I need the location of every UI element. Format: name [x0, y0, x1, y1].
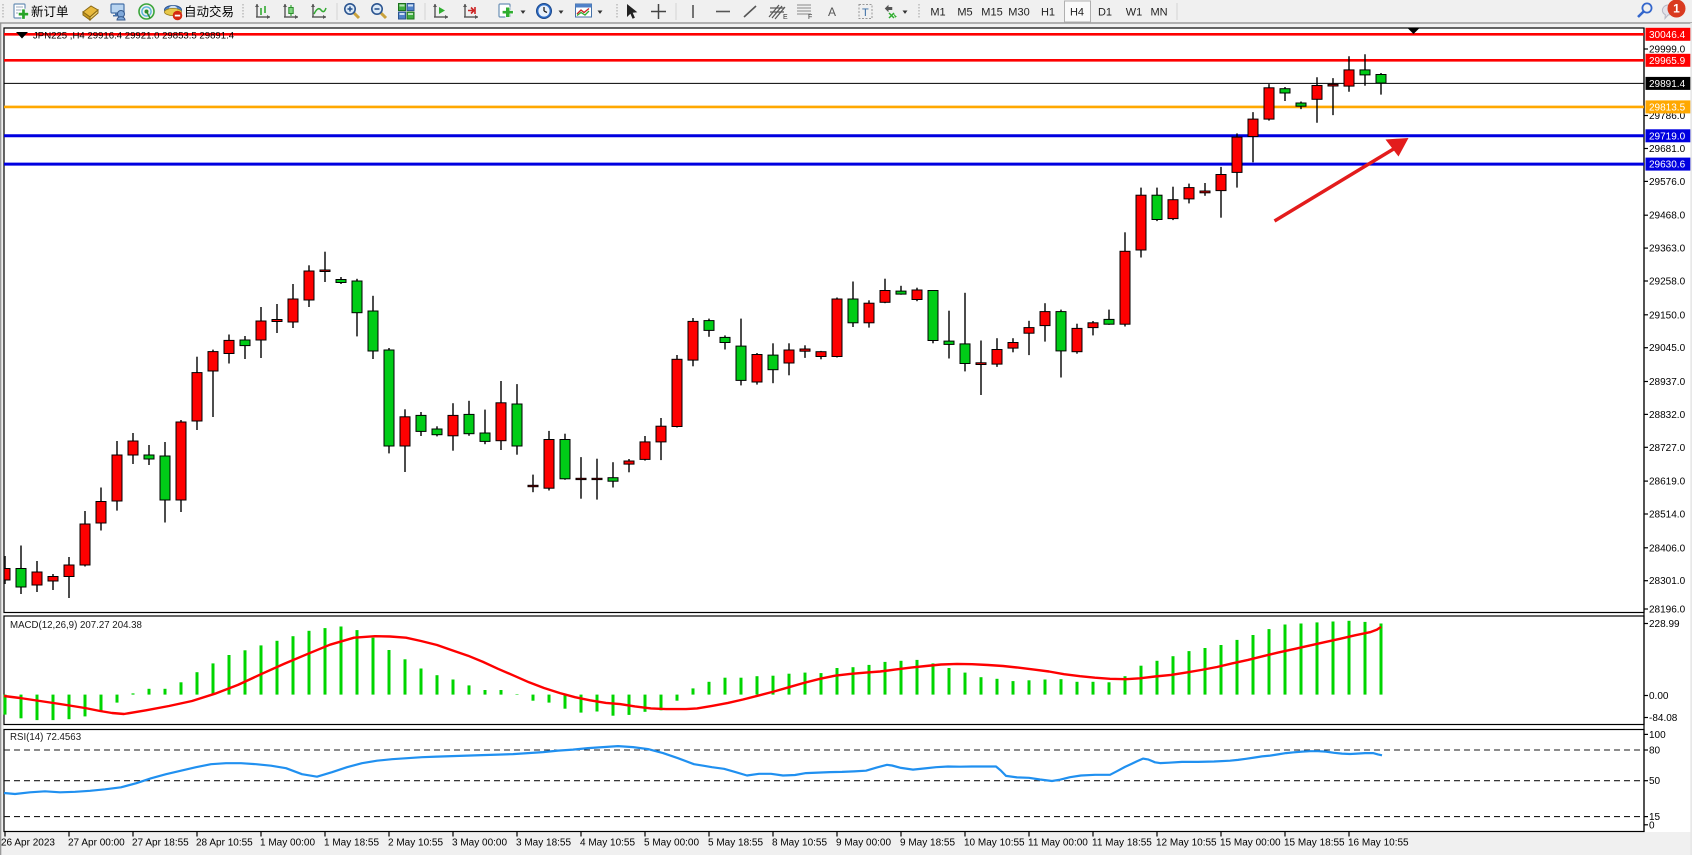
- svg-text:28832.0: 28832.0: [1649, 410, 1686, 421]
- svg-text:29891.4: 29891.4: [1649, 79, 1686, 90]
- svg-text:MACD(12,26,9) 207.27 204.38: MACD(12,26,9) 207.27 204.38: [10, 620, 142, 631]
- svg-text:E: E: [783, 14, 788, 21]
- svg-text:M15: M15: [981, 7, 1002, 19]
- svg-text:29813.5: 29813.5: [1649, 102, 1686, 113]
- svg-text:100: 100: [1649, 730, 1666, 741]
- svg-text:3 May 00:00: 3 May 00:00: [452, 838, 507, 849]
- svg-text:F: F: [808, 14, 812, 21]
- svg-text:29630.6: 29630.6: [1649, 160, 1686, 171]
- svg-text:M1: M1: [930, 7, 945, 19]
- svg-text:29258.0: 29258.0: [1649, 277, 1686, 288]
- svg-text:4 May 10:55: 4 May 10:55: [580, 838, 635, 849]
- svg-text:28514.0: 28514.0: [1649, 510, 1686, 521]
- svg-text:T: T: [862, 7, 869, 19]
- svg-text:5 May 18:55: 5 May 18:55: [708, 838, 763, 849]
- svg-text:9 May 18:55: 9 May 18:55: [900, 838, 955, 849]
- svg-text:8 May 10:55: 8 May 10:55: [772, 838, 827, 849]
- svg-text:JPN225 ,H4 29916.4 29921.0 29: JPN225 ,H4 29916.4 29921.0 29853.5 29891…: [33, 31, 235, 42]
- svg-text:29965.9: 29965.9: [1649, 56, 1686, 67]
- svg-text:29681.0: 29681.0: [1649, 144, 1686, 155]
- svg-text:16 May 10:55: 16 May 10:55: [1348, 838, 1409, 849]
- svg-text:28937.0: 28937.0: [1649, 377, 1686, 388]
- svg-text:A: A: [828, 5, 836, 19]
- svg-text:28406.0: 28406.0: [1649, 543, 1686, 554]
- svg-text:29999.0: 29999.0: [1649, 45, 1686, 56]
- svg-text:11 May 18:55: 11 May 18:55: [1092, 838, 1152, 849]
- svg-text:26 Apr 2023: 26 Apr 2023: [1, 838, 55, 849]
- svg-text:H1: H1: [1041, 7, 1055, 19]
- svg-text:15 May 18:55: 15 May 18:55: [1284, 838, 1345, 849]
- svg-text:12 May 10:55: 12 May 10:55: [1156, 838, 1217, 849]
- svg-text:10 May 10:55: 10 May 10:55: [964, 838, 1025, 849]
- svg-text:11 May 00:00: 11 May 00:00: [1028, 838, 1088, 849]
- svg-text:50: 50: [1649, 776, 1661, 787]
- svg-text:29576.0: 29576.0: [1649, 177, 1686, 188]
- svg-text:H4: H4: [1070, 7, 1084, 19]
- svg-text:1: 1: [1673, 2, 1680, 16]
- svg-text:27 Apr 18:55: 27 Apr 18:55: [132, 838, 189, 849]
- svg-text:29719.0: 29719.0: [1649, 131, 1686, 142]
- svg-text:0.00: 0.00: [1649, 691, 1669, 702]
- svg-text:9 May 00:00: 9 May 00:00: [836, 838, 891, 849]
- svg-text:29150.0: 29150.0: [1649, 310, 1686, 321]
- svg-text:28727.0: 28727.0: [1649, 443, 1686, 454]
- svg-text:2 May 10:55: 2 May 10:55: [388, 838, 443, 849]
- svg-text:27 Apr 00:00: 27 Apr 00:00: [68, 838, 125, 849]
- svg-text:28 Apr 10:55: 28 Apr 10:55: [196, 838, 253, 849]
- svg-text:5 May 00:00: 5 May 00:00: [644, 838, 699, 849]
- svg-text:28619.0: 28619.0: [1649, 477, 1686, 488]
- svg-text:M5: M5: [957, 7, 972, 19]
- svg-text:RSI(14) 72.4563: RSI(14) 72.4563: [10, 732, 81, 743]
- svg-text:-84.08: -84.08: [1649, 713, 1678, 724]
- svg-text:80: 80: [1649, 746, 1661, 757]
- svg-text:0: 0: [1649, 820, 1655, 831]
- svg-text:28301.0: 28301.0: [1649, 576, 1686, 587]
- svg-text:15 May 00:00: 15 May 00:00: [1220, 838, 1281, 849]
- svg-text:自动交易: 自动交易: [184, 4, 234, 19]
- svg-text:29786.0: 29786.0: [1649, 111, 1686, 122]
- svg-text:MN: MN: [1150, 7, 1167, 19]
- svg-text:228.99: 228.99: [1649, 619, 1680, 630]
- svg-text:D1: D1: [1098, 7, 1112, 19]
- svg-text:1 May 18:55: 1 May 18:55: [324, 838, 379, 849]
- svg-text:M30: M30: [1008, 7, 1029, 19]
- svg-text:29468.0: 29468.0: [1649, 211, 1686, 222]
- svg-text:3 May 18:55: 3 May 18:55: [516, 838, 571, 849]
- svg-text:30046.4: 30046.4: [1649, 30, 1686, 41]
- svg-text:28196.0: 28196.0: [1649, 605, 1686, 616]
- svg-text:29045.0: 29045.0: [1649, 343, 1686, 354]
- svg-text:29363.0: 29363.0: [1649, 244, 1686, 255]
- svg-text:1 May 00:00: 1 May 00:00: [260, 838, 315, 849]
- svg-text:新订单: 新订单: [31, 4, 69, 19]
- svg-text:W1: W1: [1126, 7, 1143, 19]
- svg-text:15: 15: [1649, 812, 1661, 823]
